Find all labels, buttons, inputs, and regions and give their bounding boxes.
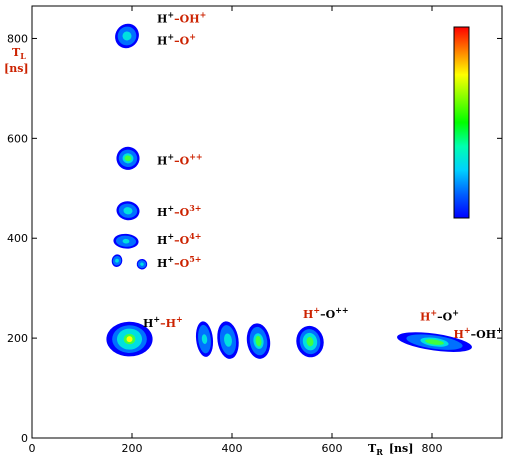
x-axis-symbol: T bbox=[368, 442, 377, 455]
svg-text:TR[ns]: TR [ns] bbox=[368, 442, 413, 457]
x-axis-unit: [ns] bbox=[389, 442, 414, 455]
island-6 bbox=[106, 321, 153, 357]
label-h-o2: H+–O++ bbox=[157, 151, 203, 167]
island-7 bbox=[195, 321, 214, 357]
svg-text:TL: TL bbox=[12, 46, 26, 61]
island-1 bbox=[116, 146, 140, 170]
label-h-o5: H+–O5+ bbox=[157, 254, 201, 270]
label-o2-h: H+–O++ bbox=[303, 305, 349, 321]
y-axis-subscript: L bbox=[20, 51, 26, 61]
x-tick-label-3: 600 bbox=[322, 442, 343, 455]
plot-frame bbox=[31, 5, 503, 439]
label-h-h: H+–H+ bbox=[143, 314, 183, 330]
island-0 bbox=[115, 23, 139, 49]
label-h-o3: H+–O3+ bbox=[157, 203, 201, 219]
island-8 bbox=[217, 321, 239, 359]
y-tick-label-0: 0 bbox=[21, 432, 28, 445]
island-2 bbox=[116, 201, 140, 221]
x-tick-label-2: 400 bbox=[222, 442, 243, 455]
annotations: H+–OH+H+–O+H+–O++H+–O3+H+–O4+H+–O5+H+–H+… bbox=[143, 9, 503, 341]
island-10 bbox=[296, 325, 324, 358]
x-tick-label-4: 800 bbox=[422, 442, 443, 455]
label-oh-h: H+–OH+ bbox=[454, 325, 503, 341]
x-tick-label-0: 0 bbox=[29, 442, 36, 455]
label-o-h: H+–O+ bbox=[420, 308, 459, 324]
x-tick-label-1: 200 bbox=[122, 442, 143, 455]
y-tick-label-1: 200 bbox=[7, 332, 28, 345]
island-11 bbox=[397, 332, 472, 352]
y-tick-label-2: 400 bbox=[7, 232, 28, 245]
island-9 bbox=[246, 323, 271, 359]
label-h-o4: H+–O4+ bbox=[157, 231, 201, 247]
island-4 bbox=[111, 254, 123, 267]
y-tick-label-3: 600 bbox=[7, 132, 28, 145]
x-axis-label: TR [ns] bbox=[368, 442, 413, 457]
island-3 bbox=[113, 233, 139, 249]
y-tick-label-4: 800 bbox=[7, 32, 28, 45]
label-h-oh: H+–OH+ bbox=[157, 9, 206, 25]
axis-ticks: 0 200 400 600 800 0 200 400 600 800 bbox=[7, 6, 502, 455]
intensity-islands bbox=[106, 23, 472, 359]
y-axis-unit: [ns] bbox=[4, 62, 29, 75]
label-h-o: H+–O+ bbox=[157, 31, 196, 47]
y-axis-symbol: T bbox=[12, 46, 21, 59]
y-axis-label: TL [ns] bbox=[4, 46, 29, 75]
x-axis-subscript: R bbox=[376, 447, 383, 457]
colorbar bbox=[453, 26, 470, 219]
island-5 bbox=[136, 258, 148, 270]
